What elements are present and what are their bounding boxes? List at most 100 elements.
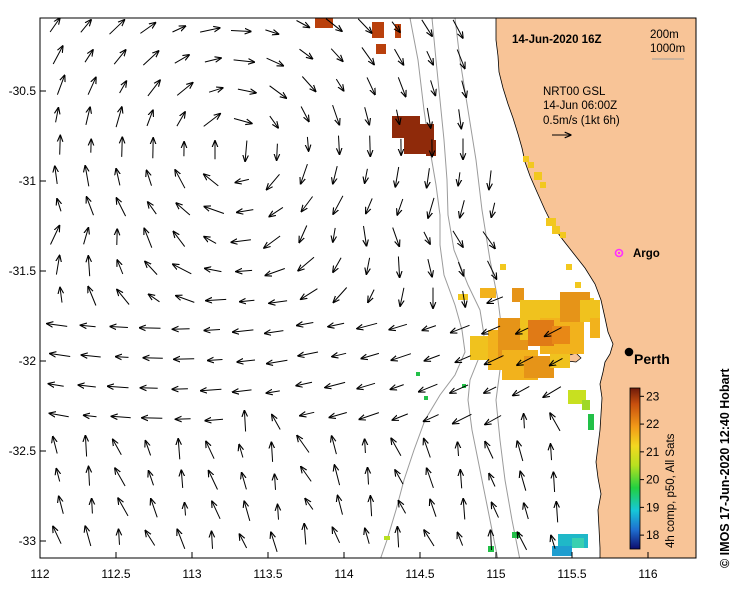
current-arrow: [332, 436, 337, 455]
current-arrow: [267, 173, 280, 189]
current-arrow: [424, 354, 440, 361]
sst-pixel: [552, 226, 560, 234]
current-arrow: [233, 118, 252, 124]
current-arrow: [80, 20, 91, 33]
sst-pixel: [588, 414, 594, 430]
current-arrow: [551, 535, 555, 549]
current-arrow: [422, 325, 437, 331]
current-arrow: [49, 18, 60, 33]
current-arrow: [271, 532, 278, 553]
current-arrow: [397, 198, 404, 215]
current-arrow: [450, 384, 469, 393]
argo-label: Argo: [633, 248, 660, 260]
current-arrow: [419, 383, 438, 392]
current-arrow: [391, 353, 412, 361]
current-arrow: [427, 107, 430, 128]
sst-pixel: [480, 288, 496, 298]
current-arrow: [364, 107, 370, 125]
current-arrow: [391, 21, 400, 33]
x-tick-label: 115.5: [557, 567, 586, 581]
sst-pixel: [315, 18, 333, 28]
current-arrow: [524, 503, 529, 520]
current-arrow: [176, 296, 195, 303]
sst-pixel: [534, 172, 542, 180]
isobath-label-1000m: 1000m: [650, 43, 685, 55]
current-arrow: [176, 83, 193, 96]
current-arrow: [176, 112, 185, 127]
current-arrow: [457, 261, 463, 276]
current-arrow: [84, 50, 93, 63]
current-arrow: [424, 530, 435, 547]
current-arrow: [301, 288, 318, 300]
current-arrow: [269, 206, 284, 216]
current-arrow: [230, 31, 251, 32]
current-arrow: [357, 18, 372, 33]
current-arrow: [390, 384, 404, 390]
current-arrow: [296, 382, 313, 385]
current-arrow: [430, 80, 436, 95]
current-arrow: [149, 471, 154, 486]
current-arrow: [299, 225, 308, 243]
colorbar-gradient: [629, 387, 641, 550]
current-arrow: [236, 270, 253, 271]
current-arrow: [299, 48, 313, 59]
current-arrow: [485, 355, 504, 365]
sst-pixel: [560, 232, 566, 238]
current-arrow: [397, 77, 405, 96]
current-arrow: [145, 261, 158, 275]
current-arrow: [117, 290, 130, 305]
sst-pixel: [372, 22, 384, 38]
current-arrow: [275, 474, 276, 490]
sst-pixel: [523, 156, 529, 162]
current-arrow: [297, 323, 314, 326]
current-arrow: [151, 499, 158, 518]
current-arrow: [332, 353, 347, 356]
current-arrow: [206, 441, 215, 459]
current-arrow: [204, 58, 221, 62]
colorbar-tick-label: 21: [646, 445, 660, 459]
current-arrow: [556, 502, 557, 523]
current-arrow: [49, 413, 69, 416]
current-arrow: [364, 225, 367, 246]
current-arrow: [116, 357, 129, 358]
sst-pixel: [582, 400, 590, 410]
x-tick-label: 112.5: [101, 567, 130, 581]
current-arrow: [148, 202, 157, 215]
current-arrow: [206, 299, 227, 300]
current-arrow: [122, 137, 123, 157]
current-arrow: [517, 441, 524, 462]
current-arrow: [264, 235, 281, 248]
current-arrow: [204, 174, 219, 187]
current-arrow: [455, 355, 471, 363]
current-arrow: [87, 77, 96, 95]
current-arrow: [460, 470, 461, 489]
current-arrow: [113, 439, 122, 455]
current-arrow: [84, 415, 97, 417]
current-arrow: [332, 104, 340, 125]
y-tick-label: -31.5: [9, 264, 37, 278]
current-arrow: [47, 324, 68, 327]
y-axis: -30.5 -31 -31.5 -32 -32.5 -33: [9, 84, 46, 548]
x-tick-label: 115: [486, 567, 505, 581]
current-arrow: [85, 107, 90, 126]
colorbar: 23 22 21 20 19 18 4h comp, p50, All Sats: [629, 387, 677, 550]
current-arrow: [204, 237, 217, 244]
current-arrow: [392, 413, 408, 420]
sst-pixel: [572, 538, 584, 548]
current-arrow: [301, 196, 314, 212]
current-arrow: [116, 198, 127, 217]
current-arrow: [516, 327, 529, 334]
current-arrow: [333, 257, 342, 273]
x-axis: 112 112.5 113 113.5 114 114.5 115 115.5 116: [30, 552, 658, 581]
current-arrow: [242, 473, 247, 490]
current-arrow: [265, 331, 284, 334]
sst-pixel: [500, 264, 506, 270]
current-arrow: [265, 30, 278, 34]
current-arrow: [421, 19, 432, 36]
current-arrow: [53, 526, 62, 544]
current-arrow: [212, 531, 213, 549]
current-arrow: [204, 207, 225, 214]
current-arrow: [204, 330, 221, 331]
current-arrow: [550, 413, 561, 432]
y-tick-label: -33: [19, 534, 37, 548]
